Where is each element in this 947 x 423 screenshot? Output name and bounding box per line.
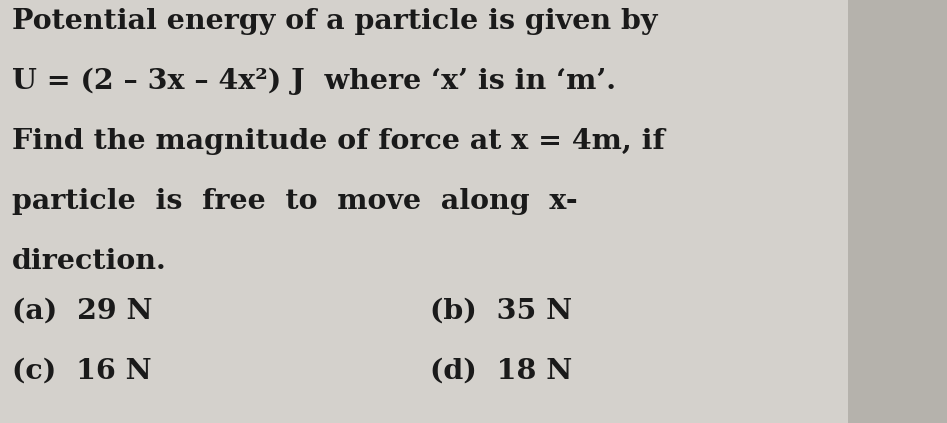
Text: U = (2 – 3x – 4x²) J  where ‘x’ is in ‘m’.: U = (2 – 3x – 4x²) J where ‘x’ is in ‘m’… — [12, 68, 616, 95]
Text: particle  is  free  to  move  along  x-: particle is free to move along x- — [12, 188, 578, 215]
Text: (c)  16 N: (c) 16 N — [12, 358, 152, 385]
Text: Find the magnitude of force at x = 4m, if: Find the magnitude of force at x = 4m, i… — [12, 128, 665, 155]
Text: direction.: direction. — [12, 248, 167, 275]
Text: Potential energy of a particle is given by: Potential energy of a particle is given … — [12, 8, 657, 35]
Bar — [848, 0, 947, 423]
Text: (b)  35 N: (b) 35 N — [430, 298, 572, 325]
Text: (d)  18 N: (d) 18 N — [430, 358, 572, 385]
Text: (a)  29 N: (a) 29 N — [12, 298, 152, 325]
